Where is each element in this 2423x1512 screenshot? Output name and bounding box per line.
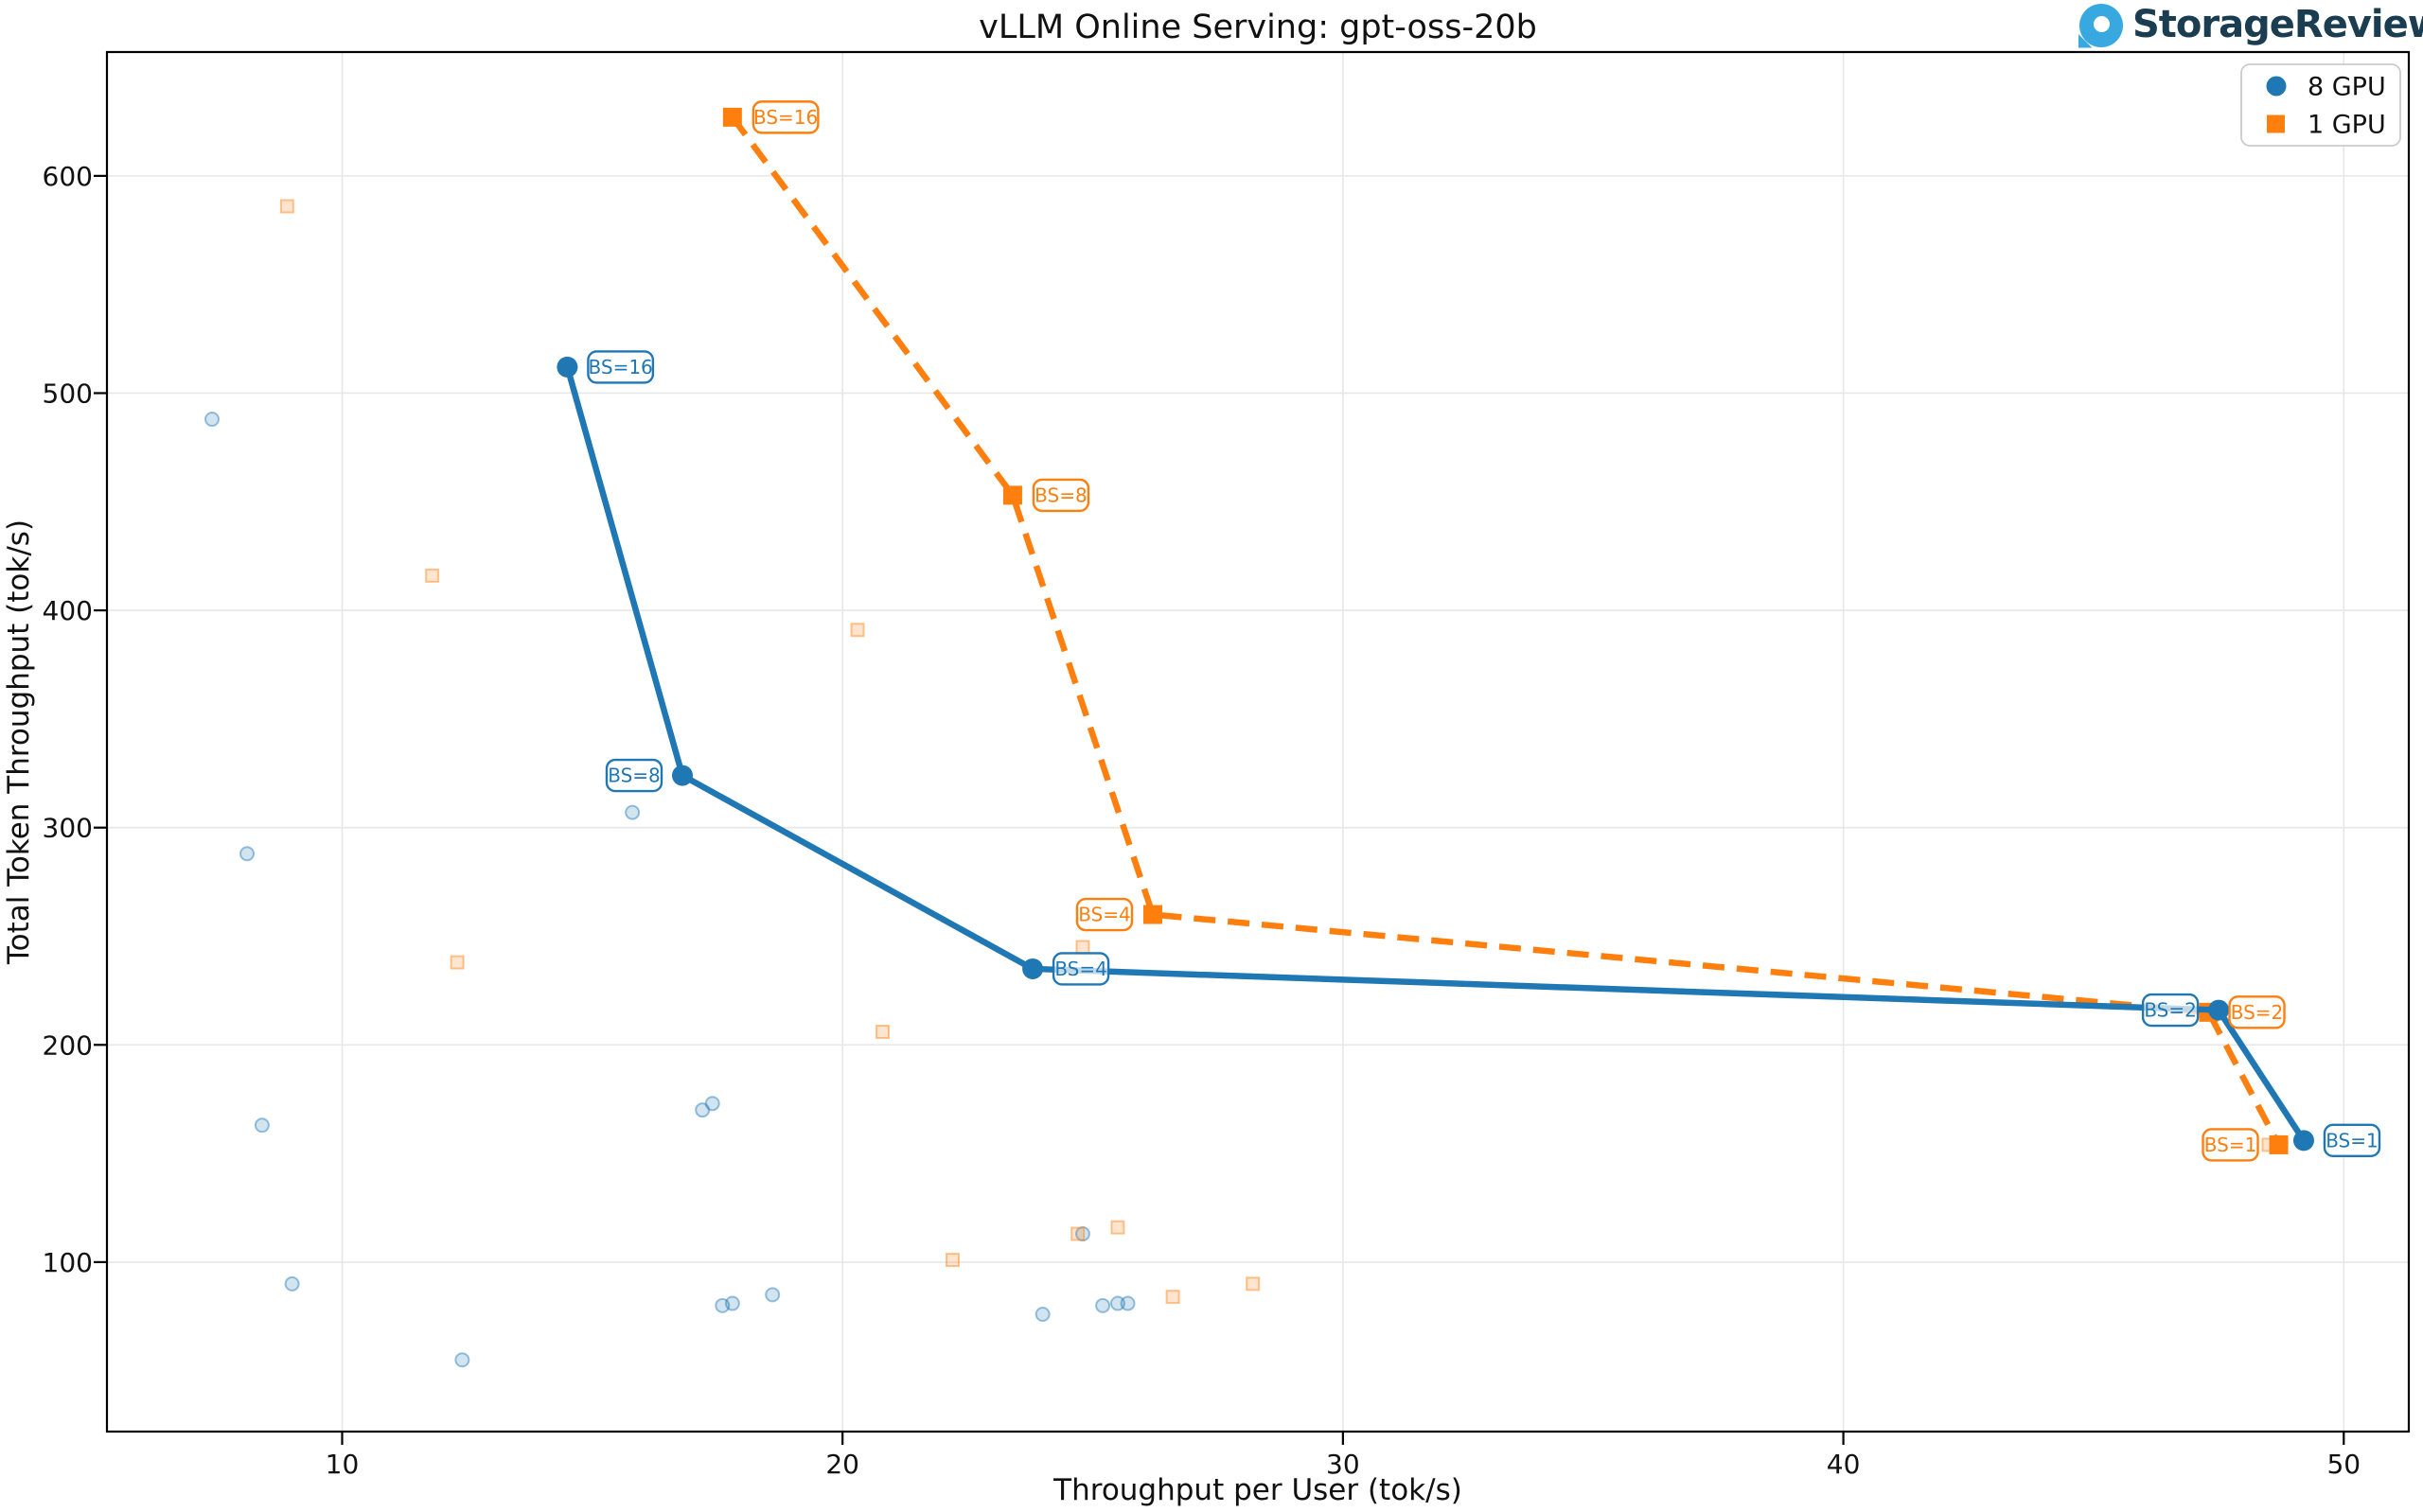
tick-label-x-50: 50	[2326, 1449, 2361, 1480]
point-8-gpu-bs-1	[2292, 1130, 2314, 1152]
annotation-label-1-gpu-bs-16: BS=16	[753, 106, 818, 129]
point-1-gpu-bs-16	[722, 107, 742, 127]
pin-hole	[2094, 15, 2110, 32]
bg-point-8-gpu-10	[765, 1287, 781, 1303]
bg-point-8-gpu-3	[284, 1275, 300, 1292]
bg-point-1-gpu-5	[945, 1253, 960, 1268]
point-8-gpu-bs-16	[557, 356, 578, 378]
legend-label-1-gpu: 1 GPU	[2308, 111, 2386, 140]
annotation-label-8-gpu-bs-16: BS=16	[589, 356, 653, 378]
bg-point-8-gpu-4	[454, 1352, 470, 1368]
annotation-box-1-gpu-bs-16	[752, 100, 820, 134]
point-1-gpu-bs-8	[1002, 485, 1022, 505]
annotation-label-8-gpu-bs-2: BS=2	[2144, 999, 2197, 1022]
chart-generated-layer: 10 20 30 40 50 100 200 300 400 500 600 BS=16 BS=8 BS=…	[43, 50, 2411, 1480]
tick-label-y-500: 500	[43, 378, 93, 409]
tick-label-y-300: 300	[43, 813, 93, 844]
legend-label-8-gpu: 8 GPU	[2308, 73, 2386, 102]
bg-point-1-gpu-4	[875, 1025, 890, 1040]
bg-point-1-gpu-10	[1246, 1276, 1261, 1292]
bg-point-1-gpu-7	[1075, 940, 1090, 955]
bg-point-1-gpu-6	[1070, 1226, 1086, 1241]
legend-marker-8-gpu	[2266, 76, 2287, 97]
bg-point-8-gpu-6	[695, 1102, 711, 1118]
tick-label-x-30: 30	[1326, 1449, 1360, 1480]
tick-label-y-600: 600	[43, 161, 93, 192]
series-line-8-gpu	[564, 366, 2307, 1143]
plot-border	[105, 50, 2411, 1433]
annotation-label-8-gpu-bs-8: BS=8	[608, 765, 661, 787]
tick-label-x-10: 10	[326, 1449, 360, 1480]
bg-point-8-gpu-7	[704, 1096, 720, 1112]
bg-point-8-gpu-8	[715, 1297, 731, 1313]
bg-point-8-gpu-11	[1035, 1307, 1051, 1323]
bg-point-1-gpu-1	[425, 568, 440, 583]
bg-point-1-gpu-0	[279, 199, 294, 214]
x-axis-label: Throughput per User (tok/s)	[1052, 1473, 1462, 1507]
annotation-box-8-gpu-bs-16	[587, 350, 655, 384]
point-8-gpu-bs-4	[1022, 958, 1044, 979]
annotation-box-8-gpu-bs-2	[2141, 993, 2200, 1028]
annotation-box-8-gpu-bs-8	[605, 758, 663, 793]
bg-point-1-gpu-2	[450, 955, 465, 970]
page-title: vLLM Online Serving: gpt-oss-20b	[979, 9, 1537, 46]
tick-label-y-400: 400	[43, 595, 93, 626]
annotation-label-8-gpu-bs-4: BS=4	[1054, 958, 1107, 980]
point-8-gpu-bs-2	[2208, 999, 2230, 1021]
bg-point-8-gpu-9	[724, 1295, 740, 1311]
bg-point-8-gpu-15	[1120, 1295, 1136, 1311]
annotation-box-8-gpu-bs-4	[1052, 952, 1110, 986]
bg-point-8-gpu-12	[1074, 1226, 1090, 1242]
point-1-gpu-bs-4	[1142, 905, 1162, 924]
storagereview-wordmark: StorageReview	[2132, 3, 2423, 46]
annotation-label-1-gpu-bs-2: BS=2	[2231, 1001, 2284, 1024]
annotation-label-8-gpu-bs-1: BS=1	[2326, 1129, 2379, 1152]
series-line-1-gpu	[730, 114, 2282, 1147]
annotation-box-1-gpu-bs-1	[2202, 1128, 2259, 1162]
bg-point-8-gpu-1	[239, 846, 256, 862]
annotation-label-1-gpu-bs-4: BS=4	[1078, 904, 1131, 926]
legend-marker-1-gpu	[2267, 114, 2285, 133]
storagereview-logo: StorageReview	[2078, 0, 2423, 49]
point-8-gpu-bs-8	[672, 765, 693, 786]
bg-point-8-gpu-2	[254, 1117, 270, 1134]
annotation-box-1-gpu-bs-4	[1075, 897, 1134, 932]
annotation-label-1-gpu-bs-8: BS=8	[1035, 483, 1088, 506]
bg-point-8-gpu-5	[625, 804, 641, 820]
bg-point-1-gpu-8	[1110, 1220, 1125, 1235]
annotation-box-1-gpu-bs-2	[2228, 995, 2286, 1029]
y-axis-label: Total Token Throughput (tok/s)	[2, 519, 36, 965]
annotation-label-1-gpu-bs-1: BS=1	[2204, 1134, 2257, 1156]
point-1-gpu-bs-1	[2269, 1134, 2289, 1154]
annotation-box-8-gpu-bs-1	[2323, 1123, 2381, 1158]
tick-label-x-40: 40	[1827, 1449, 1861, 1480]
bg-point-8-gpu-14	[1109, 1295, 1125, 1311]
annotation-box-1-gpu-bs-8	[1032, 478, 1090, 513]
tick-label-x-20: 20	[825, 1449, 859, 1480]
bg-point-8-gpu-0	[204, 412, 221, 428]
tick-label-y-200: 200	[43, 1029, 93, 1061]
bg-point-8-gpu-13	[1095, 1297, 1111, 1313]
storagereview-pin-icon	[2078, 3, 2123, 48]
bg-point-1-gpu-3	[850, 623, 865, 638]
bg-point-1-gpu-9	[1165, 1290, 1180, 1305]
tick-label-y-100: 100	[43, 1247, 93, 1278]
